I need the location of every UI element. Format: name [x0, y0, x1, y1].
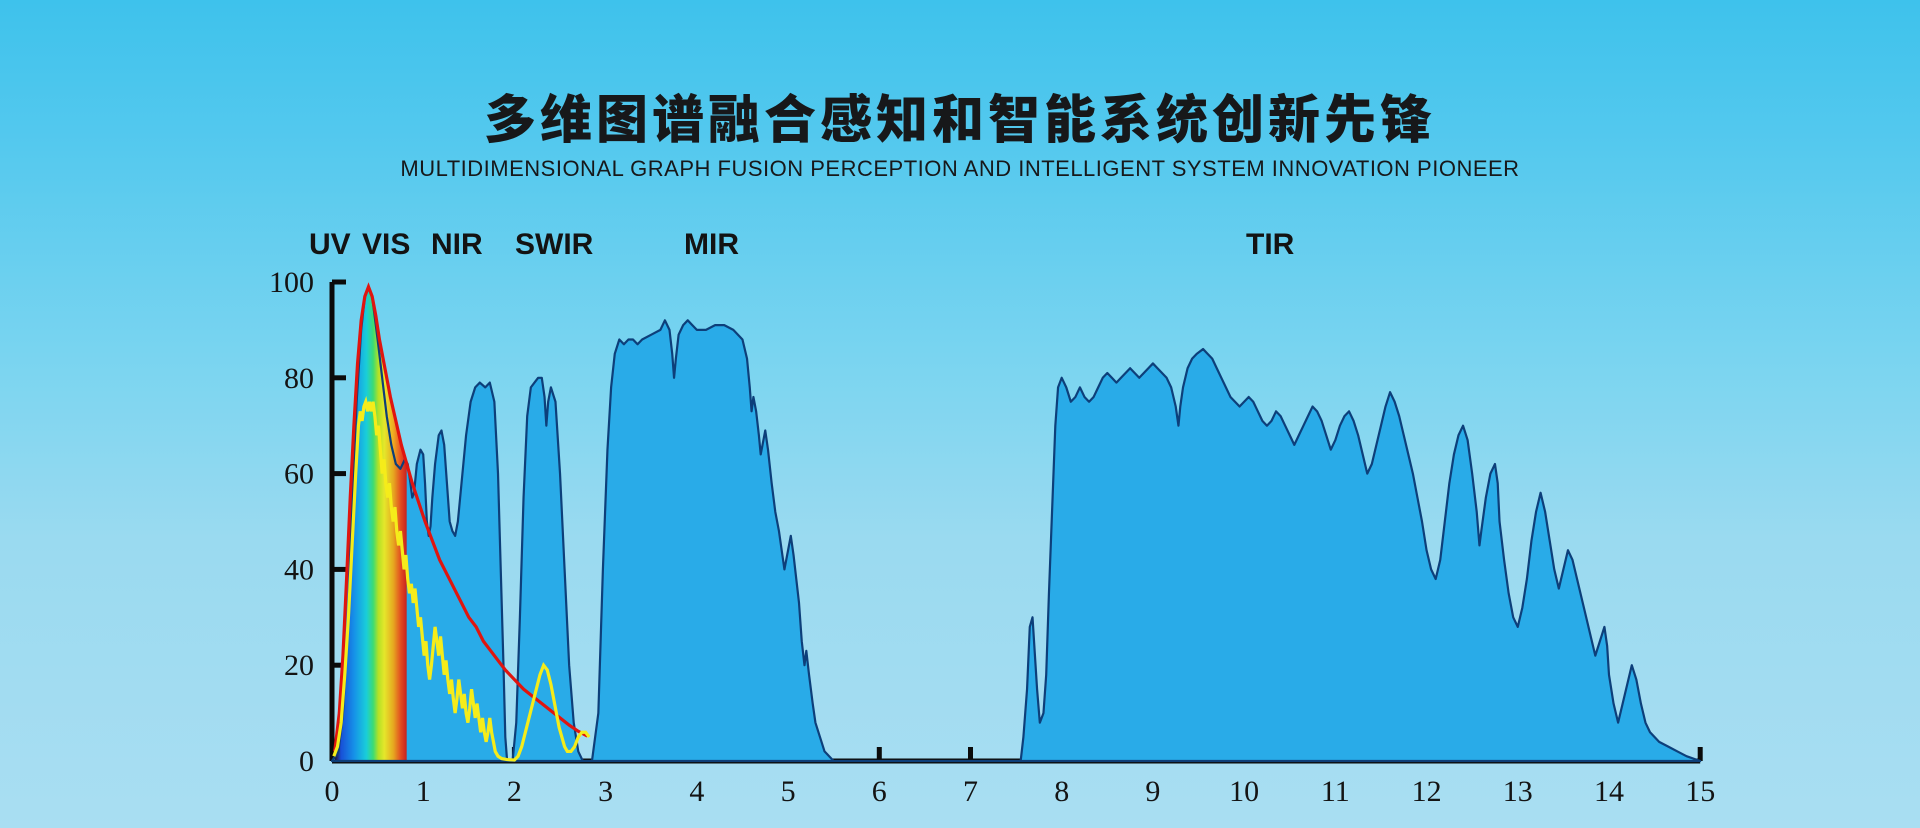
svg-text:0: 0 [325, 775, 340, 808]
svg-text:100: 100 [269, 266, 314, 299]
svg-text:40: 40 [284, 553, 314, 586]
svg-text:11: 11 [1321, 775, 1350, 808]
svg-text:5: 5 [781, 775, 796, 808]
svg-text:14: 14 [1594, 775, 1624, 808]
svg-text:7: 7 [963, 775, 978, 808]
svg-text:4: 4 [689, 775, 704, 808]
svg-text:3: 3 [598, 775, 613, 808]
svg-text:20: 20 [284, 649, 314, 682]
svg-text:13: 13 [1503, 775, 1533, 808]
svg-text:15: 15 [1685, 775, 1715, 808]
svg-text:0: 0 [299, 745, 314, 778]
svg-text:60: 60 [284, 458, 314, 491]
svg-text:12: 12 [1412, 775, 1442, 808]
svg-text:8: 8 [1054, 775, 1069, 808]
svg-text:1: 1 [416, 775, 431, 808]
svg-text:2: 2 [507, 775, 522, 808]
svg-text:80: 80 [284, 362, 314, 395]
svg-text:10: 10 [1229, 775, 1259, 808]
svg-text:9: 9 [1145, 775, 1160, 808]
svg-text:6: 6 [872, 775, 887, 808]
